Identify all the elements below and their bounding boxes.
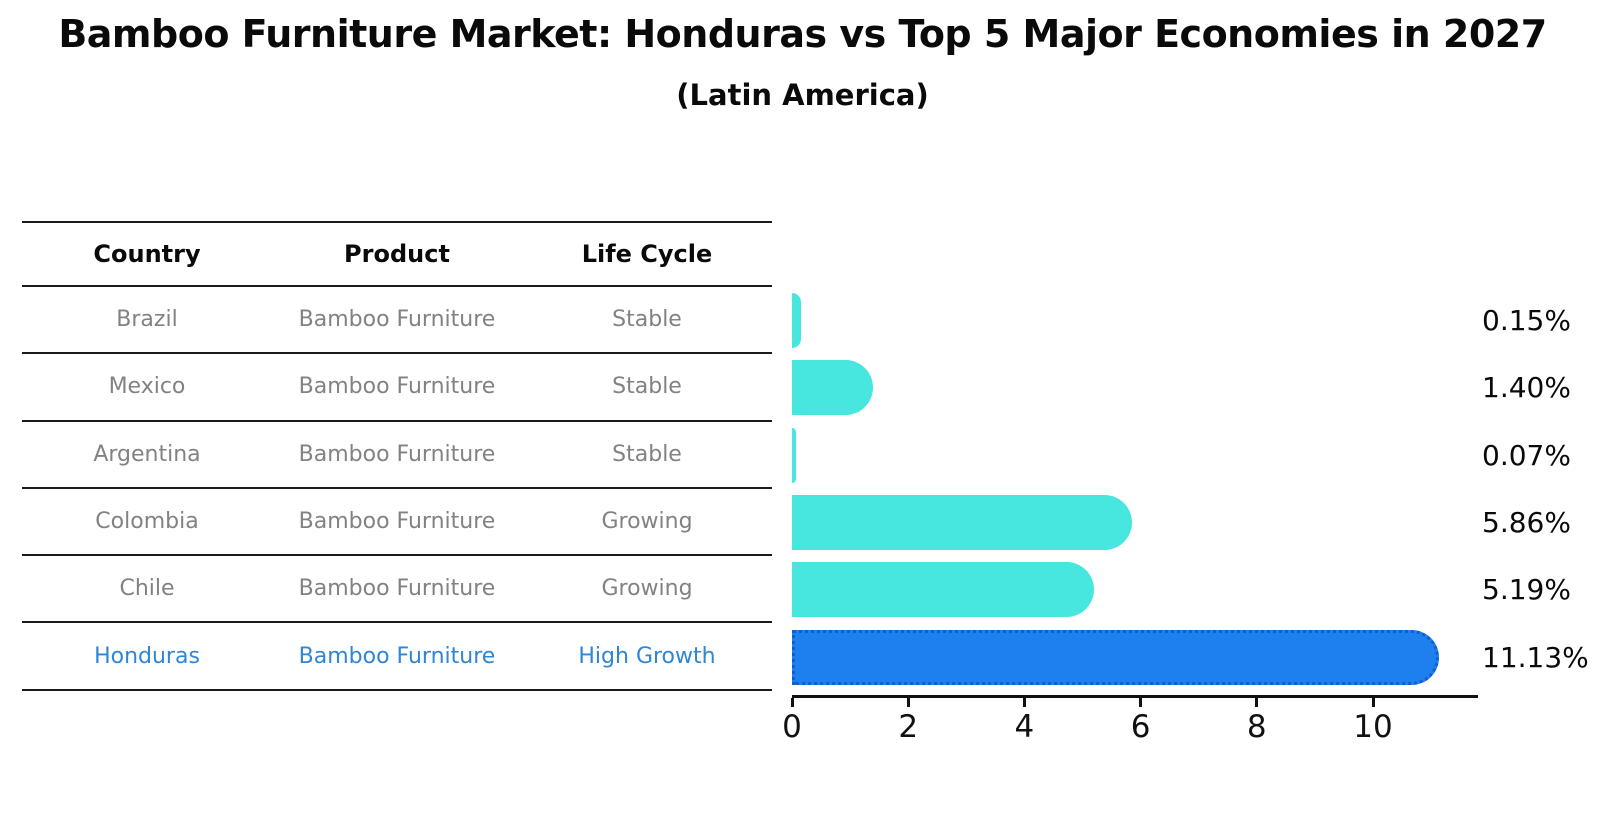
cell-product: Bamboo Furniture [298,441,496,467]
cell-country: Colombia [95,509,199,535]
cell-lifecycle: Stable [612,441,682,467]
cell-product: Bamboo Furniture [298,509,496,535]
bar-plot-area [792,287,1482,691]
header-product: Product [344,240,450,268]
x-tick-label: 2 [898,709,919,745]
bar-row [792,489,1482,556]
cell-product: Bamboo Furniture [298,307,496,333]
table-row: Argentina Bamboo Furniture Stable [22,422,772,489]
table-row: Colombia Bamboo Furniture Growing [22,489,772,557]
bar-honduras [792,629,1439,685]
x-tick-label: 0 [782,709,802,745]
cell-country: Honduras [94,643,200,669]
bar-row [792,556,1482,623]
value-label-chile: 5.19% [1482,573,1571,607]
x-tick-mark [1255,698,1259,707]
value-label-colombia: 5.86% [1482,506,1571,540]
value-label-brazil: 0.15% [1482,304,1571,338]
cell-product: Bamboo Furniture [298,643,496,669]
header-country: Country [93,240,201,268]
cell-country: Argentina [93,441,201,467]
x-tick-mark [790,698,794,707]
value-label-honduras: 11.13% [1482,640,1589,674]
table-row: Chile Bamboo Furniture Growing [22,556,772,624]
bar-colombia [792,495,1133,551]
value-label-argentina: 0.07% [1482,438,1571,472]
cell-lifecycle: Stable [612,307,682,333]
bar-row [792,287,1482,354]
bar-row [792,624,1482,691]
cell-country: Chile [119,576,175,602]
table-row: Brazil Bamboo Furniture Stable [22,287,772,355]
bar-brazil [792,293,801,349]
bar-argentina [792,427,797,483]
x-tick-mark [1371,698,1375,707]
x-tick-mark [906,698,910,707]
cell-lifecycle: High Growth [578,643,716,669]
x-tick-label: 8 [1246,709,1267,745]
x-tick-mark [1139,698,1143,707]
cell-product: Bamboo Furniture [298,576,496,602]
cell-country: Mexico [108,374,186,400]
x-axis-line [792,695,1478,698]
chart-subtitle: (Latin America) [676,78,929,112]
header-lifecycle: Life Cycle [581,240,713,268]
x-tick-label: 4 [1014,709,1035,745]
bar-row [792,354,1482,421]
x-tick-mark [1022,698,1026,707]
table-row: Mexico Bamboo Furniture Stable [22,354,772,422]
cell-country: Brazil [116,307,178,333]
cell-lifecycle: Stable [612,374,682,400]
bar-row [792,422,1482,489]
bar-mexico [792,360,874,416]
value-labels: 0.15% 1.40% 0.07% 5.86% 5.19% 11.13% [1482,287,1589,691]
bar-chile [792,562,1094,618]
cell-lifecycle: Growing [601,509,693,535]
cell-product: Bamboo Furniture [298,374,496,400]
cell-lifecycle: Growing [601,576,693,602]
x-axis-ticks: 0 2 4 6 8 10 [782,698,1478,758]
table-header-row: Country Product Life Cycle [22,221,772,287]
x-tick-label: 10 [1353,709,1393,745]
chart-title: Bamboo Furniture Market: Honduras vs Top… [58,12,1547,56]
table-row-honduras: Honduras Bamboo Furniture High Growth [22,623,772,691]
value-label-mexico: 1.40% [1482,371,1571,405]
x-tick-label: 6 [1130,709,1151,745]
country-table: Country Product Life Cycle Brazil Bamboo… [22,221,772,691]
